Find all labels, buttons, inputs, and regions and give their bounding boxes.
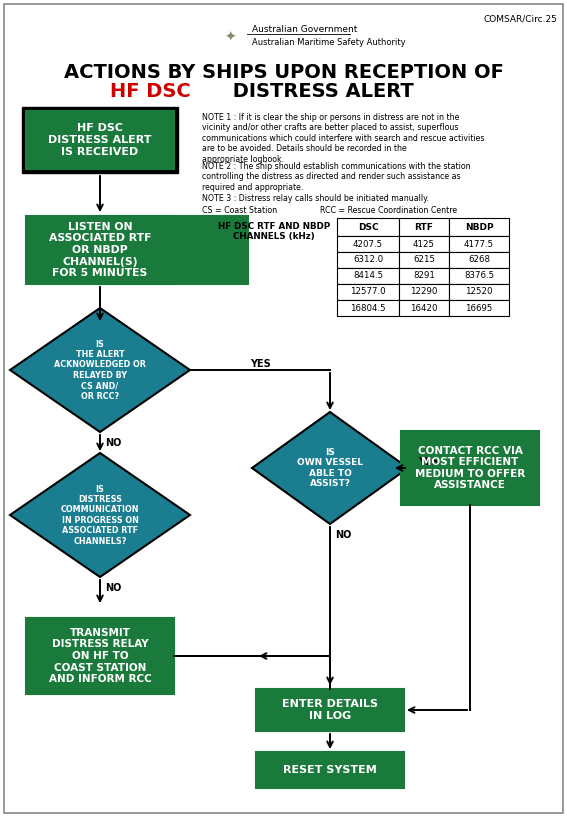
Text: YES: YES [249, 359, 270, 369]
FancyBboxPatch shape [337, 218, 399, 236]
FancyBboxPatch shape [449, 268, 509, 284]
Text: LISTEN ON
ASSOCIATED RTF
OR NBDP
CHANNEL(S)
FOR 5 MINUTES: LISTEN ON ASSOCIATED RTF OR NBDP CHANNEL… [49, 221, 151, 279]
Text: 8376.5: 8376.5 [464, 271, 494, 280]
Text: CONTACT RCC VIA
MOST EFFICIENT
MEDIUM TO OFFER
ASSISTANCE: CONTACT RCC VIA MOST EFFICIENT MEDIUM TO… [415, 445, 525, 490]
Text: DISTRESS ALERT: DISTRESS ALERT [226, 82, 414, 100]
FancyBboxPatch shape [26, 618, 174, 694]
FancyBboxPatch shape [449, 300, 509, 316]
FancyBboxPatch shape [337, 268, 399, 284]
Text: 16420: 16420 [411, 303, 438, 312]
FancyBboxPatch shape [399, 236, 449, 252]
FancyBboxPatch shape [449, 252, 509, 268]
Text: 12577.0: 12577.0 [350, 288, 386, 297]
Text: NO: NO [335, 530, 352, 540]
Polygon shape [252, 412, 408, 524]
FancyBboxPatch shape [256, 752, 404, 788]
Polygon shape [10, 453, 190, 577]
Text: YES: YES [418, 457, 438, 467]
Text: IS
THE ALERT
ACKNOWLEDGED OR
RELAYED BY
CS AND/
OR RCC?: IS THE ALERT ACKNOWLEDGED OR RELAYED BY … [54, 340, 146, 400]
FancyBboxPatch shape [449, 218, 509, 236]
FancyBboxPatch shape [399, 268, 449, 284]
Text: NBDP: NBDP [465, 222, 493, 231]
Text: DSC: DSC [358, 222, 378, 231]
Text: NO: NO [105, 438, 121, 448]
Text: CS = Coast Station: CS = Coast Station [202, 206, 277, 215]
Text: HF DSC: HF DSC [110, 82, 191, 100]
FancyBboxPatch shape [26, 216, 174, 284]
Text: ENTER DETAILS
IN LOG: ENTER DETAILS IN LOG [282, 699, 378, 721]
Text: ✦: ✦ [224, 31, 236, 45]
Text: RCC = Rescue Coordination Centre: RCC = Rescue Coordination Centre [320, 206, 457, 215]
Text: NO: NO [105, 583, 121, 593]
Text: 6268: 6268 [468, 256, 490, 265]
Text: NOTE 3 : Distress relay calls should be initiated manually.: NOTE 3 : Distress relay calls should be … [202, 194, 429, 203]
Text: 6312.0: 6312.0 [353, 256, 383, 265]
Text: 16804.5: 16804.5 [350, 303, 386, 312]
Text: RTF: RTF [414, 222, 433, 231]
FancyBboxPatch shape [26, 111, 174, 169]
Text: IS
DISTRESS
COMMUNICATION
IN PROGRESS ON
ASSOCIATED RTF
CHANNELS?: IS DISTRESS COMMUNICATION IN PROGRESS ON… [61, 484, 139, 546]
Polygon shape [10, 308, 190, 432]
FancyBboxPatch shape [449, 284, 509, 300]
FancyBboxPatch shape [337, 236, 399, 252]
Text: IS
OWN VESSEL
ABLE TO
ASSIST?: IS OWN VESSEL ABLE TO ASSIST? [297, 448, 363, 488]
FancyBboxPatch shape [449, 236, 509, 252]
FancyBboxPatch shape [256, 689, 404, 731]
Text: 4207.5: 4207.5 [353, 239, 383, 248]
Text: 4177.5: 4177.5 [464, 239, 494, 248]
Text: 8291: 8291 [413, 271, 435, 280]
Text: 6215: 6215 [413, 256, 435, 265]
Text: HF DSC
DISTRESS ALERT
IS RECEIVED: HF DSC DISTRESS ALERT IS RECEIVED [48, 123, 152, 157]
FancyBboxPatch shape [100, 216, 248, 284]
Text: 8414.5: 8414.5 [353, 271, 383, 280]
Text: RESET SYSTEM: RESET SYSTEM [283, 765, 377, 775]
Text: TRANSMIT
DISTRESS RELAY
ON HF TO
COAST STATION
AND INFORM RCC: TRANSMIT DISTRESS RELAY ON HF TO COAST S… [49, 627, 151, 684]
Text: HF DSC RTF AND NBDP
CHANNELS (kHz): HF DSC RTF AND NBDP CHANNELS (kHz) [218, 222, 330, 241]
FancyBboxPatch shape [337, 284, 399, 300]
FancyBboxPatch shape [4, 4, 563, 813]
Text: ACTIONS BY SHIPS UPON RECEPTION OF: ACTIONS BY SHIPS UPON RECEPTION OF [64, 62, 503, 82]
FancyBboxPatch shape [399, 300, 449, 316]
Text: 4125: 4125 [413, 239, 435, 248]
Text: COMSAR/Circ.25: COMSAR/Circ.25 [483, 14, 557, 23]
Text: 12520: 12520 [466, 288, 493, 297]
FancyBboxPatch shape [399, 252, 449, 268]
FancyBboxPatch shape [399, 218, 449, 236]
Text: 16695: 16695 [466, 303, 493, 312]
Text: NOTE 2 : The ship should establish communications with the station
controlling t: NOTE 2 : The ship should establish commu… [202, 162, 471, 192]
FancyBboxPatch shape [337, 300, 399, 316]
Text: Australian Government: Australian Government [252, 25, 357, 33]
FancyBboxPatch shape [399, 284, 449, 300]
Text: 12290: 12290 [411, 288, 438, 297]
Text: NOTE 1 : If it is clear the ship or persons in distress are not in the
vicinity : NOTE 1 : If it is clear the ship or pers… [202, 113, 484, 163]
FancyBboxPatch shape [22, 107, 178, 173]
FancyBboxPatch shape [337, 252, 399, 268]
Text: Australian Maritime Safety Authority: Australian Maritime Safety Authority [252, 38, 405, 47]
FancyBboxPatch shape [401, 431, 539, 505]
